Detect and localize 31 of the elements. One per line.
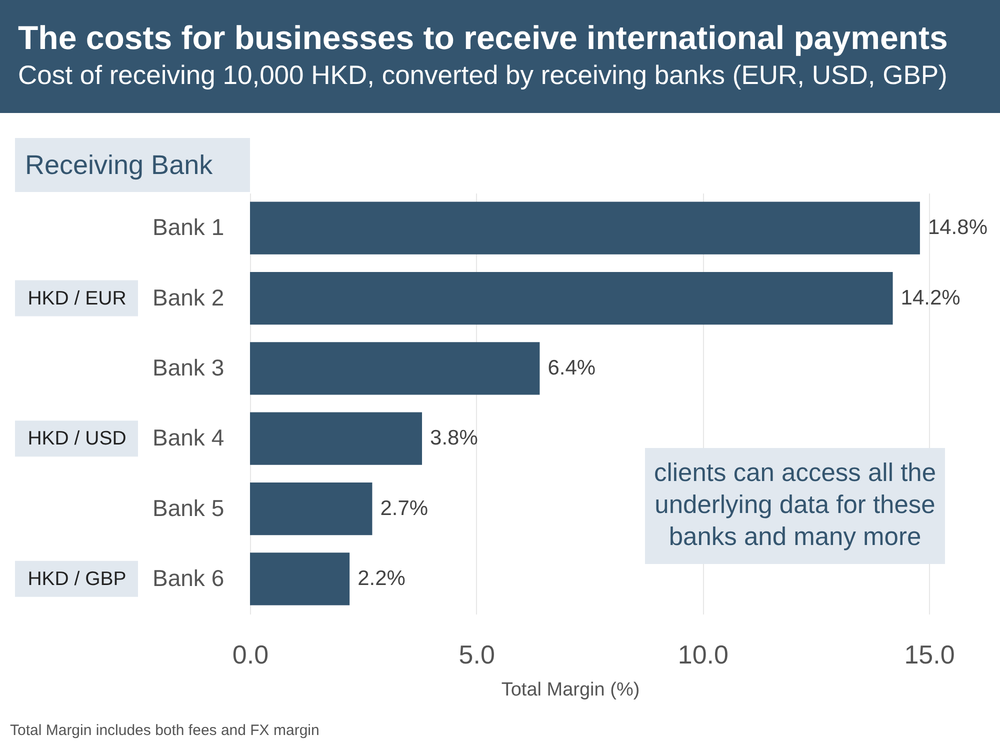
x-axis-title: Total Margin (%)	[501, 680, 640, 700]
y-tick-label: Bank 6	[152, 564, 224, 591]
y-tick-label: Bank 3	[152, 354, 224, 380]
data-label: 2.2%	[358, 566, 406, 590]
text: Total Margin includes both fees and FX margin	[10, 722, 320, 739]
text: HKD / USD	[28, 428, 126, 450]
y-tick-label: Bank 2	[152, 284, 224, 310]
text: HKD / EUR	[28, 287, 126, 310]
data-label: 3.8%	[430, 426, 478, 450]
annotation: clients can access all the underlying data for these banks and many more	[654, 459, 936, 551]
x-tick-label: 10.0	[678, 640, 728, 670]
y-tick-label: Bank 1	[152, 214, 224, 240]
y-tick-label: Bank 5	[152, 494, 224, 521]
y-axis-title: Receiving Bank	[25, 150, 214, 180]
chart-subtitle: Cost of receiving 10,000 HKD, converted by receiving banks (EUR, USD, GBP)	[18, 60, 948, 90]
bar	[250, 202, 920, 254]
data-label: 14.2%	[900, 286, 960, 310]
data-label: 6.4%	[548, 356, 596, 380]
bar	[250, 552, 350, 606]
bar	[250, 342, 540, 395]
data-label: 14.8%	[928, 216, 988, 240]
data-label: 2.7%	[380, 496, 428, 520]
y-tick-label: Bank 4	[152, 424, 224, 451]
x-tick-label: 0.0	[232, 640, 269, 670]
x-tick-label: 5.0	[458, 640, 495, 670]
x-tick-label: 15.0	[904, 640, 955, 670]
bar	[250, 412, 422, 465]
chart-title: The costs for businesses to receive international payments	[18, 19, 948, 56]
bar	[250, 482, 372, 536]
text: HKD / GBP	[28, 568, 126, 590]
bar	[250, 272, 893, 325]
